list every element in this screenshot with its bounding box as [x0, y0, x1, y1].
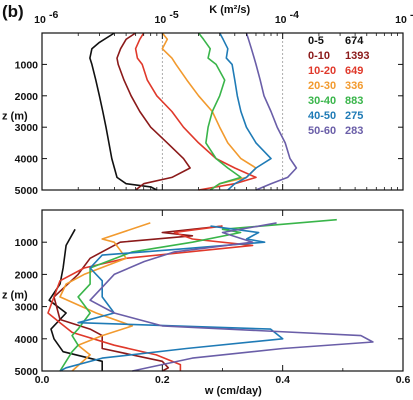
series-line-40-50	[218, 32, 272, 191]
series-line-0-5	[48, 228, 103, 371]
series-line-30-40	[197, 32, 242, 191]
series-line-10-20	[134, 32, 257, 191]
y-axis-label: z (m)	[2, 110, 28, 122]
legend-entry-0-5: 0-5	[308, 35, 324, 47]
series-line-10-20	[47, 225, 254, 371]
x-tick-label: 10	[154, 14, 166, 26]
legend-count-30-40: 883	[345, 95, 363, 107]
y-tick-label: 1000	[15, 237, 39, 249]
y-tick-label: 2000	[15, 269, 39, 281]
x-tick-label: 10	[275, 14, 287, 26]
legend-count-20-30: 336	[345, 80, 363, 92]
x-tick-exponent: -5	[169, 9, 178, 21]
x-tick-label: 0.2	[155, 374, 170, 386]
legend-count-40-50: 275	[345, 110, 363, 122]
legend-count-0-10: 1393	[345, 50, 369, 62]
y-tick-label: 4000	[15, 334, 39, 346]
y-tick-label: 3000	[15, 302, 39, 314]
x-axis-label: K (m²/s)	[209, 4, 250, 16]
legend-entry-10-20: 10-20	[308, 65, 336, 77]
series-line-30-40	[59, 218, 337, 372]
panel-label: (b)	[2, 2, 24, 21]
plot-frame-1	[41, 32, 404, 191]
x-axis-label: w (cm/day)	[204, 385, 262, 397]
x-tick-label: 0.6	[396, 374, 411, 386]
series-line-0-10	[53, 225, 223, 372]
x-tick-label: 0.4	[275, 374, 290, 386]
y-tick-label: 2000	[15, 91, 39, 103]
legend-count-0-5: 674	[345, 35, 364, 47]
legend-entry-0-10: 0-10	[308, 50, 330, 62]
series-line-50-60	[89, 222, 374, 372]
legend-entry-20-30: 20-30	[308, 80, 336, 92]
x-tick-exponent: -6	[49, 9, 58, 21]
legend-entry-40-50: 40-50	[308, 110, 336, 122]
y-tick-label: 5000	[15, 185, 39, 197]
legend-count-50-60: 283	[345, 125, 363, 137]
plot-frame-2	[41, 209, 404, 372]
legend-count-10-20: 649	[345, 65, 363, 77]
series-line-0-10	[116, 32, 191, 191]
series-line-50-60	[245, 32, 298, 191]
x-tick-exponent: -3	[410, 9, 413, 21]
series-line-0-5	[89, 32, 158, 191]
legend-entry-50-60: 50-60	[308, 125, 336, 137]
y-tick-label: 4000	[15, 154, 39, 166]
x-tick-label: 0.0	[35, 374, 50, 386]
y-axis-label: z (m)	[2, 290, 28, 302]
x-tick-label: 10	[34, 14, 46, 26]
y-tick-label: 3000	[15, 122, 39, 134]
x-tick-label: 10	[395, 14, 407, 26]
series-line-40-50	[59, 225, 284, 372]
y-tick-label: 5000	[15, 366, 39, 378]
x-tick-exponent: -4	[290, 9, 299, 21]
y-tick-label: 1000	[15, 59, 39, 71]
legend-entry-30-40: 30-40	[308, 95, 336, 107]
